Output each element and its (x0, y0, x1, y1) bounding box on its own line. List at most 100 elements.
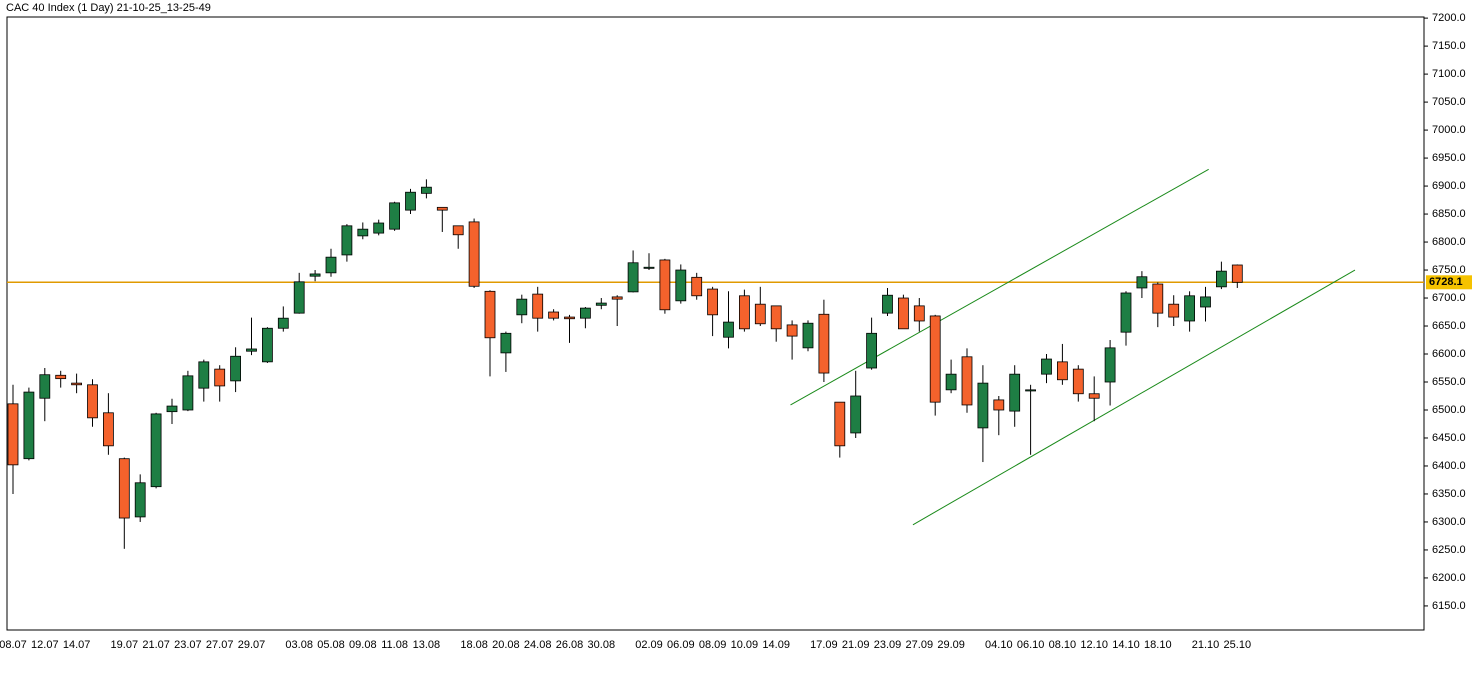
candle-body (866, 332, 877, 369)
x-tick-label: 06.10 (1017, 639, 1045, 651)
candle-body (246, 348, 257, 352)
x-tick-label: 03.08 (285, 639, 313, 651)
candle-body (277, 317, 289, 329)
candle-body (834, 401, 846, 447)
y-tick-label: 6450.0 (1432, 432, 1466, 444)
y-tick-label: 6750.0 (1432, 264, 1466, 276)
x-tick-label: 02.09 (635, 639, 663, 651)
x-tick-label: 10.09 (731, 639, 759, 651)
price-tag-label: 6728.1 (1429, 276, 1463, 288)
candle-body (103, 412, 114, 447)
candle-body (898, 297, 909, 330)
candle-body (707, 288, 718, 316)
candle-body (1009, 373, 1021, 412)
candle-body (325, 256, 337, 274)
candle-body (230, 355, 242, 382)
y-tick-label: 6550.0 (1432, 376, 1466, 388)
x-tick-label: 23.07 (174, 639, 202, 651)
candle-body (55, 374, 67, 380)
candle-body (786, 324, 798, 337)
candle-body (452, 225, 464, 236)
candle-body (643, 266, 655, 269)
x-tick-label: 14.09 (762, 639, 790, 651)
candle-body (261, 327, 273, 363)
x-tick-label: 13.08 (413, 639, 441, 651)
x-tick-label: 30.08 (588, 639, 616, 651)
candle-body (1216, 270, 1227, 288)
x-tick-label: 12.07 (31, 639, 59, 651)
candle-body (1231, 264, 1243, 283)
candle-body (659, 259, 671, 311)
y-tick-label: 6950.0 (1432, 152, 1466, 164)
y-tick-label: 6900.0 (1432, 180, 1466, 192)
candle-body (961, 356, 973, 406)
candle-body (564, 316, 575, 320)
y-tick-label: 6200.0 (1432, 572, 1466, 584)
candle-body (39, 374, 51, 399)
candle-body (1041, 358, 1052, 375)
candle-body (595, 302, 607, 306)
candle-body (500, 332, 512, 354)
plot-frame (6, 16, 1425, 631)
x-tick-label: 12.10 (1080, 639, 1108, 651)
y-tick-label: 7000.0 (1432, 124, 1466, 136)
candle-body (7, 403, 19, 466)
candle-body (850, 395, 862, 434)
y-tick-label: 6150.0 (1432, 600, 1466, 612)
trend-line (912, 269, 1356, 526)
chart-title: CAC 40 Index (1 Day) 21-10-25_13-25-49 (6, 2, 211, 14)
y-tick-label: 6800.0 (1432, 236, 1466, 248)
y-tick-label: 6250.0 (1432, 544, 1466, 556)
candle-body (389, 202, 401, 230)
candle-body (293, 281, 305, 314)
candle-body (182, 375, 194, 411)
candle-body (611, 296, 623, 300)
x-tick-label: 04.10 (985, 639, 1013, 651)
candle-body (150, 413, 162, 488)
candle-body (532, 293, 544, 319)
candle-body (882, 294, 893, 314)
candle-body (1136, 276, 1148, 289)
candle-body (198, 361, 210, 389)
candle-body (309, 273, 321, 277)
y-tick-label: 7050.0 (1432, 96, 1466, 108)
y-tick-label: 6850.0 (1432, 208, 1466, 220)
candle-body (516, 298, 528, 316)
candle-body (913, 305, 925, 322)
candle-body (1120, 292, 1132, 333)
x-tick-label: 21.10 (1192, 639, 1220, 651)
x-tick-label: 08.10 (1049, 639, 1077, 651)
x-tick-label: 26.08 (556, 639, 584, 651)
candle-body (71, 382, 82, 386)
candle-body (1072, 368, 1084, 395)
x-tick-label: 17.09 (810, 639, 838, 651)
x-tick-label: 29.07 (238, 639, 266, 651)
candle-body (1088, 393, 1100, 399)
x-tick-label: 20.08 (492, 639, 520, 651)
candle-body (929, 315, 941, 403)
candle-body (405, 191, 416, 211)
candle-body (357, 228, 369, 237)
y-tick-label: 6700.0 (1432, 292, 1466, 304)
y-tick-label: 7150.0 (1432, 40, 1466, 52)
candle-body (675, 269, 687, 302)
x-tick-label: 24.08 (524, 639, 552, 651)
x-tick-label: 29.09 (937, 639, 965, 651)
trend-line (790, 168, 1209, 406)
x-tick-label: 19.07 (111, 639, 139, 651)
y-tick-label: 6300.0 (1432, 516, 1466, 528)
y-tick-label: 6400.0 (1432, 460, 1466, 472)
price-tag (1426, 275, 1472, 290)
x-tick-label: 18.08 (460, 639, 488, 651)
x-tick-label: 21.07 (142, 639, 170, 651)
x-tick-label: 14.07 (63, 639, 91, 651)
candle-body (341, 225, 353, 256)
candle-body (166, 405, 178, 413)
candle-body (754, 303, 766, 325)
y-tick-label: 6600.0 (1432, 348, 1466, 360)
x-tick-label: 14.10 (1112, 639, 1140, 651)
x-tick-label: 18.10 (1144, 639, 1172, 651)
candle-body (1152, 283, 1164, 314)
